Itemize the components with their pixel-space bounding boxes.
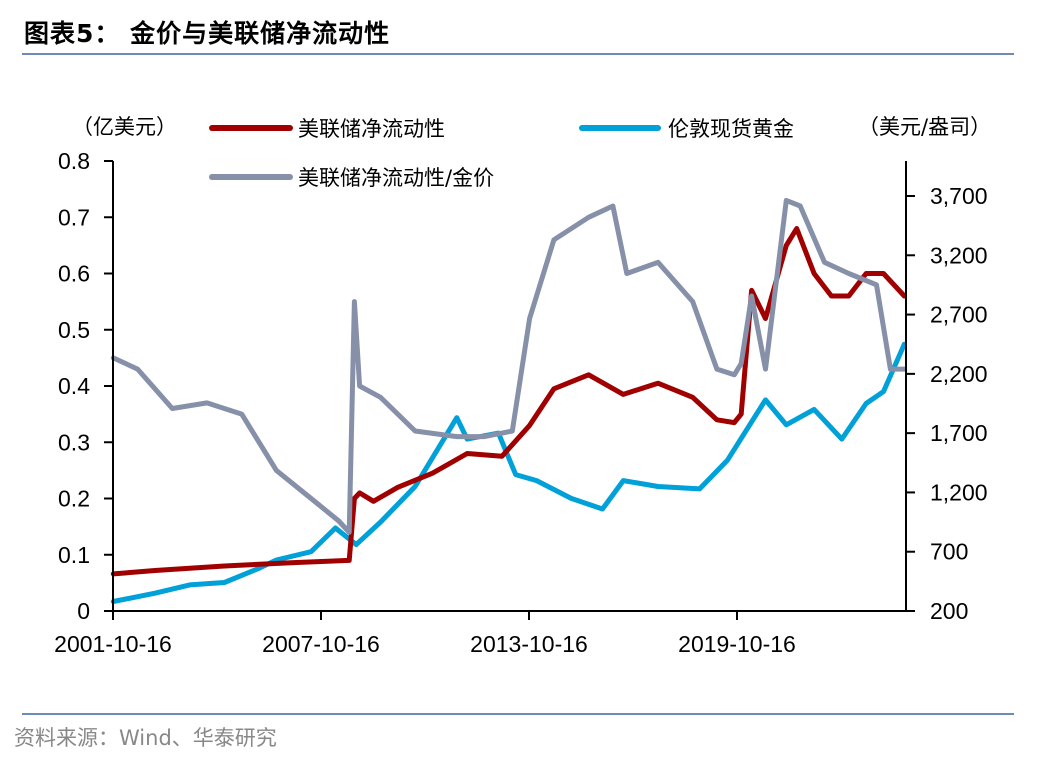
legend-label-ratio: 美联储净流动性/金价 [298, 166, 494, 190]
left-axis-unit: （亿美元） [72, 115, 177, 139]
x-tick-label: 2001-10-16 [54, 631, 172, 657]
right-tick-label: 3,700 [930, 183, 988, 209]
chart-title: 图表5： 金价与美联储净流动性 [24, 19, 391, 48]
chart-canvas: 0 0.1 0.2 0.3 0.4 0.5 0.6 0.7 0.8 200 700 1,200 1,70… [54, 115, 991, 657]
left-tick-label: 0.5 [58, 317, 90, 343]
footer-divider [22, 713, 1014, 715]
x-tick-label: 2007-10-16 [262, 631, 380, 657]
right-tick-label: 1,200 [930, 479, 988, 505]
title-divider [22, 53, 1014, 55]
right-axis-unit: （美元/盎司） [858, 115, 991, 139]
x-tick-label: 2019-10-16 [678, 631, 796, 657]
legend-label-liquidity: 美联储净流动性 [298, 117, 445, 141]
series-line [110, 226, 907, 577]
right-tick-label: 2,200 [930, 361, 988, 387]
left-tick-label: 0.8 [58, 148, 90, 174]
left-tick-label: 0.1 [58, 542, 90, 568]
series-line [110, 197, 907, 535]
right-tick-label: 200 [930, 598, 968, 624]
source-note: 资料来源：Wind、华泰研究 [14, 726, 277, 750]
legend-label-gold: 伦敦现货黄金 [668, 117, 794, 141]
left-tick-label: 0.2 [58, 486, 90, 512]
right-tick-label: 3,200 [930, 242, 988, 268]
right-tick-label: 700 [930, 539, 968, 565]
left-tick-label: 0 [77, 598, 90, 624]
axis-ticks: 0 0.1 0.2 0.3 0.4 0.5 0.6 0.7 0.8 200 700 1,200 1,70… [54, 148, 987, 657]
left-tick-label: 0.7 [58, 204, 90, 230]
right-tick-label: 2,700 [930, 302, 988, 328]
right-tick-label: 1,700 [930, 420, 988, 446]
left-tick-label: 0.6 [58, 261, 90, 287]
series-line [110, 341, 907, 604]
left-tick-label: 0.4 [58, 373, 90, 399]
x-tick-label: 2013-10-16 [470, 631, 588, 657]
plot-area [110, 197, 907, 604]
left-tick-label: 0.3 [58, 429, 90, 455]
